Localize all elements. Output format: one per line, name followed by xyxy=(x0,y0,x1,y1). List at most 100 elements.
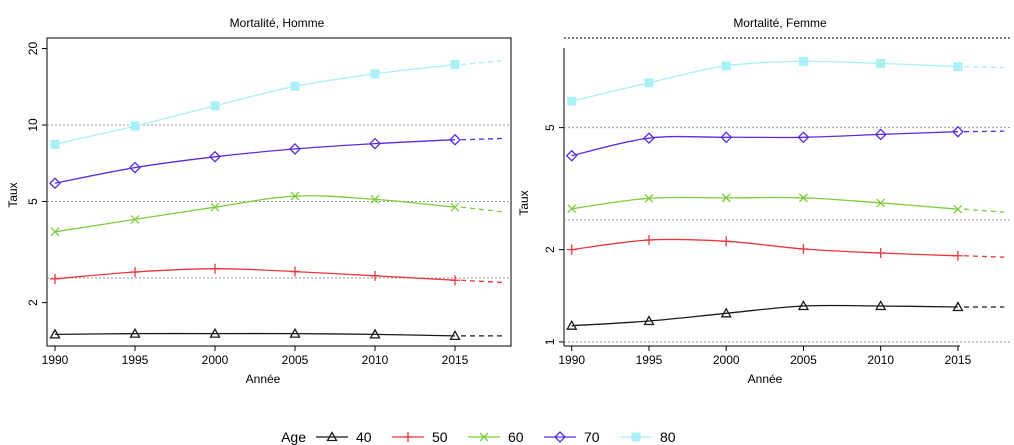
series-line-70 xyxy=(571,131,958,157)
chart-panel-femme: Mortalité, Femme Année Taux 1990 1995 2000… xyxy=(517,16,1012,386)
x-tick-label: 1995 xyxy=(636,353,663,367)
series-homme-50 xyxy=(50,263,504,286)
data-point-60 xyxy=(50,227,60,237)
data-point-50 xyxy=(50,273,60,284)
series-femme-70 xyxy=(565,125,1005,162)
projection-line-50 xyxy=(460,279,504,284)
chart-title-homme: Mortalité, Homme xyxy=(230,16,325,30)
legend-label: 80 xyxy=(660,429,676,445)
data-point-60 xyxy=(567,204,577,214)
y-axis-femme: 1 2 5 xyxy=(543,124,564,345)
data-point-50 xyxy=(210,263,220,274)
legend-label: 70 xyxy=(584,429,600,445)
series-femme-40 xyxy=(566,300,1005,330)
data-point-50 xyxy=(798,243,809,254)
series-homme-70 xyxy=(49,133,504,190)
y-axis-label-femme: Taux xyxy=(517,190,531,215)
data-point-40 xyxy=(643,315,655,326)
data-point-40 xyxy=(129,327,141,338)
legend-title: Age xyxy=(281,429,306,445)
y-tick-label: 2 xyxy=(26,299,40,306)
plot-frame-homme xyxy=(46,37,512,347)
data-point-50 xyxy=(875,248,886,259)
series-femme-80 xyxy=(567,56,1005,106)
x-axis-femme: 1990 1995 2000 2005 2010 2015 xyxy=(558,346,972,367)
projection-line-80 xyxy=(963,66,1005,69)
x-tick-label: 1990 xyxy=(558,353,585,367)
series-group-femme xyxy=(565,56,1005,330)
data-point-80 xyxy=(567,96,577,106)
x-axis-homme: 1990 1995 2000 2005 2010 2015 xyxy=(42,346,469,367)
data-point-50 xyxy=(130,266,140,277)
data-point-40 xyxy=(875,300,887,311)
data-point-50 xyxy=(643,235,654,246)
data-point-80 xyxy=(953,62,963,72)
y-tick-label: 5 xyxy=(543,124,557,131)
data-point-80 xyxy=(876,58,886,68)
data-point-50 xyxy=(566,244,577,255)
series-line-50 xyxy=(54,268,456,281)
reference-lines-homme xyxy=(47,124,511,279)
data-point-80 xyxy=(210,101,220,111)
projection-line-60 xyxy=(460,206,504,213)
data-point-50 xyxy=(721,236,732,247)
data-point-60 xyxy=(130,214,140,224)
x-tick-label: 2000 xyxy=(202,353,229,367)
legend-item-60: 60 xyxy=(468,429,524,445)
data-point-60 xyxy=(953,204,963,214)
legend-label: 60 xyxy=(508,429,524,445)
legend-marker xyxy=(479,432,489,442)
x-tick-label: 2000 xyxy=(713,353,740,367)
legend-item-80: 80 xyxy=(620,429,676,445)
data-point-80 xyxy=(721,61,731,71)
data-point-70 xyxy=(129,161,141,174)
data-point-40 xyxy=(952,301,964,312)
projection-line-70 xyxy=(460,137,504,141)
legend-marker xyxy=(326,431,338,442)
data-point-80 xyxy=(50,139,60,149)
data-point-60 xyxy=(721,193,731,203)
reference-lines-femme xyxy=(564,37,1012,343)
axis-lines-femme xyxy=(563,48,960,347)
data-point-40 xyxy=(49,328,61,339)
data-point-50 xyxy=(370,270,380,281)
y-axis-homme: 2 5 10 20 xyxy=(26,42,47,306)
series-line-50 xyxy=(571,238,958,257)
data-point-60 xyxy=(450,202,460,212)
series-line-70 xyxy=(54,139,456,184)
data-point-70 xyxy=(720,131,733,144)
legend-marker xyxy=(403,432,413,442)
data-point-60 xyxy=(876,198,886,208)
y-tick-label: 5 xyxy=(26,198,40,205)
data-point-80 xyxy=(130,121,140,131)
x-axis-label-femme: Année xyxy=(748,372,783,386)
x-tick-label: 2010 xyxy=(867,353,894,367)
data-point-80 xyxy=(644,78,654,88)
data-point-60 xyxy=(644,193,654,203)
data-point-40 xyxy=(449,330,461,341)
series-line-80 xyxy=(54,63,456,145)
data-point-70 xyxy=(209,150,221,163)
y-tick-label: 20 xyxy=(26,42,40,56)
data-point-40 xyxy=(566,319,578,330)
data-point-60 xyxy=(798,193,808,203)
x-axis-label-homme: Année xyxy=(246,372,281,386)
chart-panel-homme: Mortalité, Homme Année Taux 1990 1995 2000… xyxy=(6,16,512,386)
data-point-70 xyxy=(643,132,655,145)
projection-line-70 xyxy=(963,130,1005,133)
legend-label: 40 xyxy=(356,429,372,445)
projection-line-50 xyxy=(963,255,1005,258)
data-point-70 xyxy=(797,131,810,144)
series-femme-60 xyxy=(567,193,1005,214)
series-line-60 xyxy=(571,196,958,210)
data-point-40 xyxy=(369,328,381,339)
data-point-40 xyxy=(289,327,301,338)
y-tick-label: 10 xyxy=(26,118,40,132)
data-point-80 xyxy=(798,56,808,66)
x-tick-label: 1990 xyxy=(42,353,69,367)
x-tick-label: 2015 xyxy=(442,353,469,367)
legend-marker xyxy=(554,431,566,443)
data-point-70 xyxy=(449,133,461,146)
y-tick-label: 2 xyxy=(543,246,557,253)
